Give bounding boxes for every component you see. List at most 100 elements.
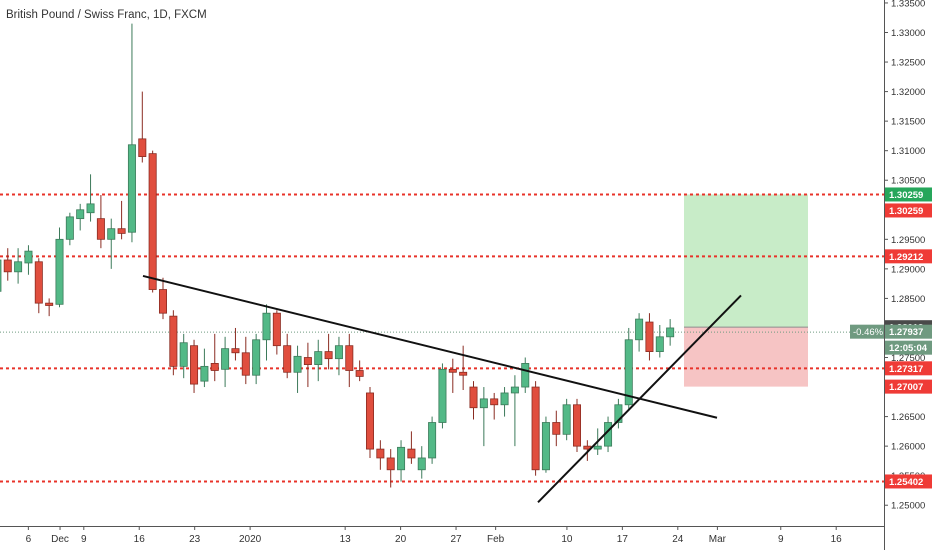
price-tag: 1.27317	[885, 361, 932, 376]
candle	[0, 259, 2, 292]
price-tick-label: 1.32000	[891, 87, 925, 98]
candle-body	[573, 404, 582, 447]
candle-body	[148, 153, 157, 290]
candle	[200, 348, 209, 388]
candle	[386, 449, 395, 488]
price-tick-label: 1.29500	[891, 235, 925, 246]
candle-body	[438, 368, 447, 423]
price-tag: 1.30259	[885, 203, 932, 218]
candle-body	[562, 404, 571, 435]
candle-body	[65, 216, 74, 240]
candle-body	[635, 318, 644, 341]
price-tick-label: 1.29000	[891, 264, 925, 275]
time-tick-label: 2020	[239, 534, 262, 545]
candle-body	[428, 422, 437, 459]
candle	[262, 304, 271, 361]
price-tag-background	[885, 474, 932, 489]
candle	[459, 345, 468, 390]
candle-body	[666, 327, 675, 338]
price-tick-label: 1.33500	[891, 0, 925, 9]
candle	[624, 327, 633, 411]
candle	[127, 23, 136, 243]
candle	[65, 212, 74, 246]
candle-body	[117, 228, 126, 234]
candle	[376, 440, 385, 470]
candle-body	[490, 398, 499, 406]
candle-body	[448, 368, 457, 373]
candle	[96, 195, 105, 249]
price-tag-text: 1.29212	[889, 252, 923, 263]
candle-body	[593, 445, 602, 450]
candle	[417, 446, 426, 479]
candle-body	[355, 370, 364, 377]
candle	[45, 298, 54, 317]
candle-body	[55, 238, 64, 305]
candle	[107, 218, 116, 269]
candle	[3, 248, 12, 281]
candle	[221, 336, 230, 388]
candle	[293, 345, 302, 393]
candle-body	[3, 259, 12, 273]
candle-body	[221, 348, 230, 370]
candle-body	[324, 351, 333, 360]
candle-body	[45, 302, 54, 306]
candle-body	[365, 392, 374, 450]
change-badge-background	[850, 324, 884, 339]
candle	[231, 327, 240, 361]
candle	[210, 333, 219, 382]
candle-body	[314, 351, 323, 365]
candle	[117, 200, 126, 240]
candle-body	[210, 363, 219, 371]
candle	[635, 313, 644, 352]
time-tick-label: 20	[395, 534, 407, 545]
candle	[500, 387, 509, 417]
candle	[34, 258, 43, 314]
candle-body	[241, 352, 250, 376]
candle-body	[531, 386, 540, 471]
price-tag-text: 12:05:04	[889, 343, 928, 354]
candle	[314, 339, 323, 382]
candle	[14, 248, 23, 284]
candle	[428, 416, 437, 464]
price-tag-background	[885, 379, 932, 394]
candle-body	[158, 289, 167, 314]
candle	[138, 91, 147, 163]
candle	[190, 339, 199, 393]
price-tag-text: 1.30259	[889, 206, 923, 217]
time-tick-label: 13	[340, 534, 352, 545]
candle-body	[500, 392, 509, 406]
price-tag-text: 1.25402	[889, 477, 923, 488]
candle	[303, 342, 312, 388]
candle	[334, 336, 343, 376]
candle-body	[334, 345, 343, 360]
candle-body	[272, 312, 281, 347]
candle	[531, 381, 540, 476]
price-tag-text: 1.27937	[889, 327, 923, 338]
candle	[666, 319, 675, 346]
price-tick-label: 1.26000	[891, 442, 925, 453]
candle	[272, 310, 281, 355]
candle-body	[541, 422, 550, 471]
candle-body	[614, 404, 623, 423]
candle-body	[293, 355, 302, 373]
candle-body	[34, 261, 43, 304]
candle-body	[24, 250, 33, 264]
position-zones	[0, 194, 884, 387]
time-tick-label: 17	[617, 534, 629, 545]
candle	[24, 245, 33, 275]
price-tick-label: 1.27500	[891, 353, 925, 364]
candle	[355, 360, 364, 382]
profit-zone	[684, 194, 808, 328]
time-tick-label: 6	[26, 534, 32, 545]
candle	[521, 357, 530, 393]
loss-zone	[684, 327, 808, 387]
candle-body	[552, 422, 561, 435]
chart-title: British Pound / Swiss Franc, 1D, FXCM	[6, 9, 207, 21]
trendlines	[142, 274, 742, 503]
time-tick-label: Mar	[709, 534, 727, 545]
candle	[345, 333, 354, 388]
candle	[86, 174, 95, 222]
time-tick-label: 9	[81, 534, 87, 545]
candle	[448, 358, 457, 393]
